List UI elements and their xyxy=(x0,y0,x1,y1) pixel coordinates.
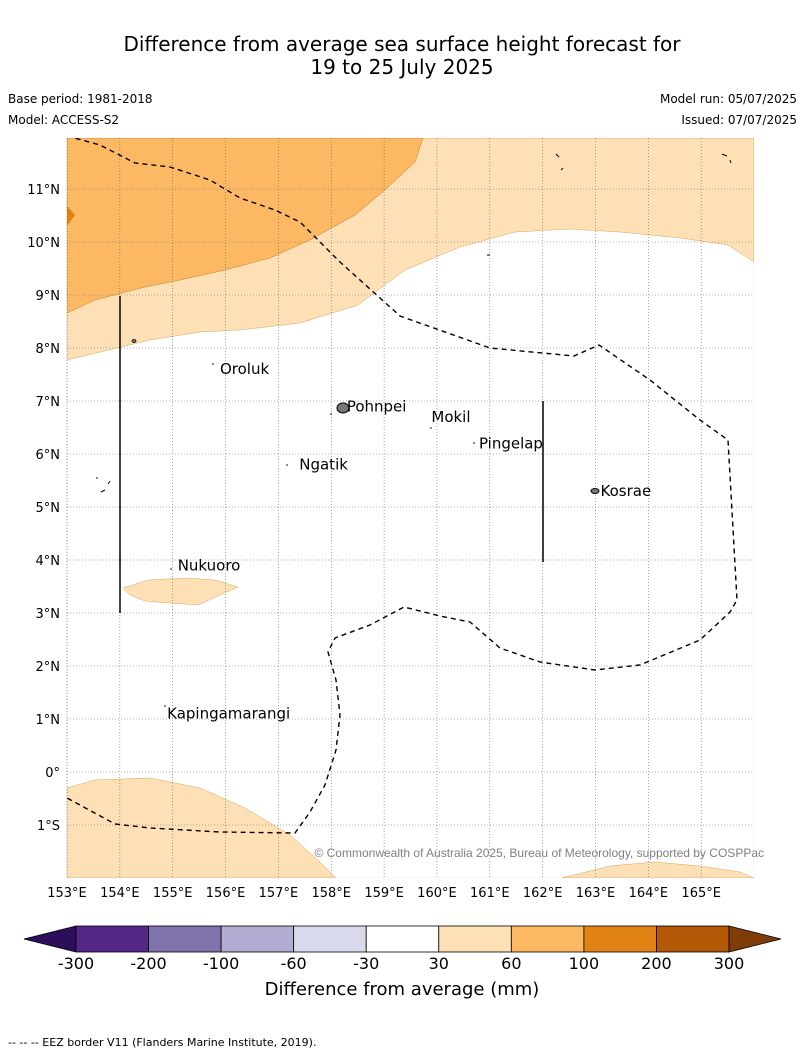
base-period-label: Base period: 1981-2018 xyxy=(8,92,153,106)
colorbar-segment xyxy=(75,925,149,953)
anomaly-band-100-200-patch xyxy=(67,206,75,226)
small-island xyxy=(131,339,137,343)
colorbar-segment xyxy=(365,925,440,953)
colorbar-extend-low xyxy=(23,925,77,953)
colorbar: -300 -200 -100 -60 -30 30 60 100 200 300 xyxy=(23,925,782,973)
atoll-dot xyxy=(430,427,432,429)
lat-tick-label: 2°N xyxy=(36,660,61,675)
place-label: Mokil xyxy=(431,408,470,426)
gridlines xyxy=(66,138,754,878)
atoll-dot xyxy=(170,568,172,570)
colorbar-segment xyxy=(510,925,585,953)
place-label: Kosrae xyxy=(601,482,652,500)
chart-title-line2: 19 to 25 July 2025 xyxy=(310,55,494,79)
colorbar-tick-label: -30 xyxy=(353,954,379,973)
lon-tick-label: 164°E xyxy=(629,886,669,901)
colorbar-tick-label: 200 xyxy=(641,954,672,973)
kosrae-island xyxy=(590,488,600,494)
lon-tick-label: 165°E xyxy=(681,886,721,901)
atoll-mark xyxy=(555,153,564,171)
longitude-labels: 153°E 154°E 155°E 156°E 157°E 158°E 159°E 160°E… xyxy=(47,886,721,901)
place-labels: Oroluk Pohnpei Mokil Pingelap Ngatik Kosrae Nu… xyxy=(167,360,651,723)
lat-tick-label: 4°N xyxy=(36,554,61,569)
lat-tick-label: 5°N xyxy=(36,501,61,516)
lon-tick-label: 155°E xyxy=(153,886,193,901)
colorbar-extend-high xyxy=(728,925,782,953)
colorbar-tick-label: 100 xyxy=(569,954,600,973)
pohnpei-island xyxy=(336,402,350,414)
atoll-dot xyxy=(286,464,288,466)
atoll-dot xyxy=(212,363,214,365)
colorbar-tick-label: 300 xyxy=(714,954,745,973)
lat-tick-label: 1°S xyxy=(37,819,60,834)
place-label: Oroluk xyxy=(220,360,269,378)
colorbar-tick-label: -200 xyxy=(130,954,166,973)
atoll-dot xyxy=(330,413,332,415)
colorbar-segment xyxy=(656,925,730,953)
latitude-labels: 11°N 10°N 9°N 8°N 7°N 6°N 5°N 4°N 3°N 2°N 1°N 0° 1°S xyxy=(27,183,60,834)
anomaly-band-30-60-nukuoro xyxy=(122,577,239,606)
eez-border-north xyxy=(67,138,738,834)
colorbar-tick-label: -60 xyxy=(281,954,307,973)
lon-tick-label: 160°E xyxy=(417,886,457,901)
lat-tick-label: 0° xyxy=(45,766,60,781)
place-label: Kapingamarangi xyxy=(167,705,290,723)
lon-tick-label: 161°E xyxy=(470,886,510,901)
place-label: Nukuoro xyxy=(178,556,241,574)
lat-tick-label: 3°N xyxy=(36,607,61,622)
chart-title-line1: Difference from average sea surface heig… xyxy=(123,32,681,56)
colorbar-tick-label: 60 xyxy=(501,954,521,973)
colorbar-segment xyxy=(220,925,295,953)
colorbar-tick-label: 30 xyxy=(429,954,449,973)
atoll-mark xyxy=(721,153,732,164)
lat-tick-label: 1°N xyxy=(36,713,61,728)
colorbar-segment xyxy=(583,925,657,953)
lat-tick-label: 8°N xyxy=(36,342,61,357)
copyright-text: © Commonwealth of Australia 2025, Bureau… xyxy=(314,846,764,860)
lon-tick-label: 158°E xyxy=(311,886,351,901)
lon-tick-label: 162°E xyxy=(523,886,563,901)
anomaly-band-60-100-north xyxy=(67,138,424,314)
map-frame xyxy=(66,137,755,879)
anomaly-band-30-60-southeast xyxy=(561,861,754,878)
issued-label: Issued: 07/07/2025 xyxy=(681,113,797,127)
model-label: Model: ACCESS-S2 xyxy=(8,113,120,127)
lat-tick-label: 10°N xyxy=(27,236,60,251)
colorbar-title: Difference from average (mm) xyxy=(265,979,540,1000)
lat-tick-label: 9°N xyxy=(36,289,61,304)
atoll-dot xyxy=(96,477,98,479)
anomaly-fill-layer xyxy=(67,138,754,878)
island-layer xyxy=(96,153,732,707)
colorbar-tick-label: -300 xyxy=(58,954,94,973)
place-label: Pohnpei xyxy=(347,397,407,415)
colorbar-segment xyxy=(293,925,367,953)
place-label: Ngatik xyxy=(299,456,348,474)
place-label: Pingelap xyxy=(479,434,543,452)
colorbar-segment xyxy=(438,925,512,953)
lat-tick-label: 7°N xyxy=(36,395,61,410)
colorbar-segment xyxy=(148,925,222,953)
lat-tick-label: 6°N xyxy=(36,448,61,463)
anomaly-band-30-60-southwest xyxy=(67,777,337,878)
lon-tick-label: 157°E xyxy=(259,886,299,901)
eez-legend-footnote: -- -- -- EEZ border V11 (Flanders Marine… xyxy=(8,1036,317,1049)
lat-tick-label: 11°N xyxy=(27,183,60,198)
lon-tick-label: 163°E xyxy=(576,886,616,901)
atoll-mark xyxy=(100,480,111,493)
lon-tick-label: 154°E xyxy=(100,886,140,901)
lon-tick-label: 153°E xyxy=(47,886,87,901)
atoll-dot xyxy=(164,705,166,707)
lon-tick-label: 159°E xyxy=(364,886,404,901)
eez-border-layer xyxy=(67,138,738,834)
atoll-dot xyxy=(473,442,475,444)
colorbar-tick-label: -100 xyxy=(203,954,239,973)
model-run-label: Model run: 05/07/2025 xyxy=(659,92,797,106)
lon-tick-label: 156°E xyxy=(206,886,246,901)
